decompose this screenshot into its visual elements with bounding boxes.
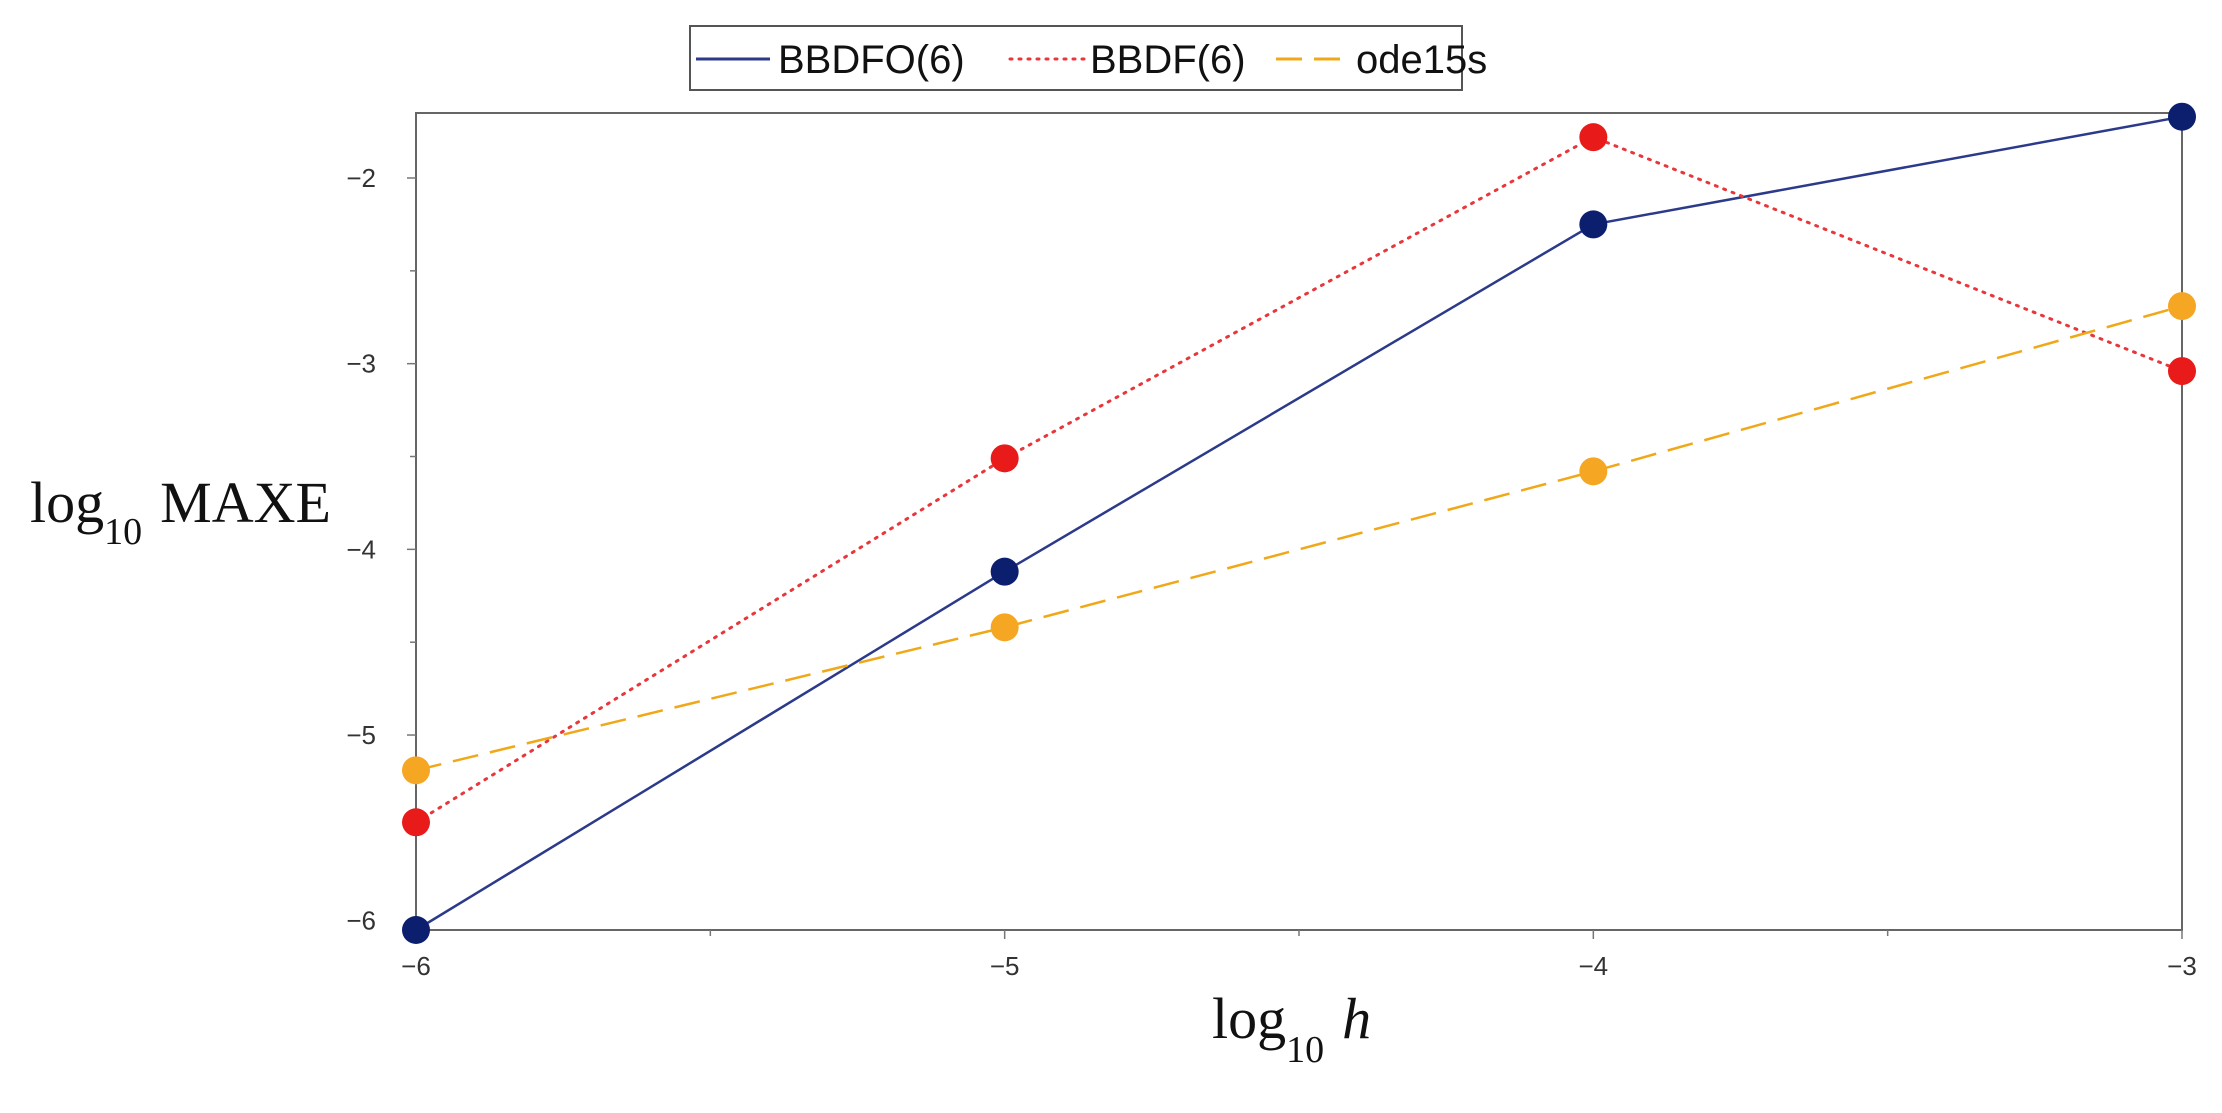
point-bbdf-6 [2168,357,2196,386]
y-axis-label-rest: MAXE [160,470,331,535]
point-bbdf-6 [1579,123,1608,152]
legend-label-bbdf: BBDF(6) [1090,38,1246,82]
x-axis-label-var: h [1342,986,1371,1051]
y-axis-label-log: log [30,470,104,535]
series-layer [402,102,2196,944]
x-tick-label: −3 [2167,951,2197,981]
series-line-bbdf-6 [414,135,2184,824]
point-ode15s [2168,292,2196,321]
point-ode15s [990,613,1019,642]
y-tick-label: −5 [346,720,376,750]
point-ode15s [402,756,430,785]
y-tick-label: −4 [346,534,376,564]
series-line-ode15s [415,304,2183,772]
x-axis-label-sub: 10 [1286,1029,1324,1071]
legend-label-bbdfo: BBDFO(6) [778,38,965,82]
x-axis-label-log: log [1212,986,1286,1051]
y-tick-label: −3 [346,349,376,379]
legend-label-ode15s: ode15s [1356,38,1487,82]
plot-frame [415,112,2183,931]
point-bbdfo-6 [990,557,1019,586]
axes: −6 −5 −4 −3 −2 −3 −4 −5 −6 [346,163,2196,981]
x-tick-label: −5 [990,951,1020,981]
point-ode15s [1579,457,1608,486]
x-tick-label: −6 [401,951,431,981]
point-bbdfo-6 [402,916,430,944]
y-tick-label: −6 [346,906,376,936]
point-bbdfo-6 [2168,102,2196,131]
point-bbdfo-6 [1579,210,1608,239]
y-tick-label: −2 [346,163,376,193]
x-axis-label: log10 h [1212,986,1371,1071]
legend: BBDFO(6) BBDF(6) ode15s [689,25,1487,91]
point-bbdf-6 [402,808,430,837]
y-axis-label: log10 MAXE [30,470,331,553]
point-bbdf-6 [990,444,1019,473]
x-tick-label: −4 [1579,951,1609,981]
y-axis-label-sub: 10 [104,511,142,553]
series-line-bbdfo-6 [415,115,2183,932]
